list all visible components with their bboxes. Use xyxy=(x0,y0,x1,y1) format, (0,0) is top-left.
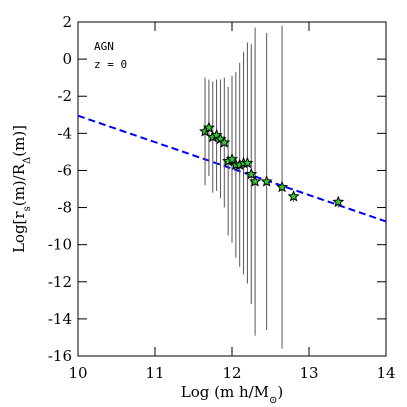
y-tick-label: -14 xyxy=(48,310,72,328)
data-point xyxy=(245,167,258,180)
subscript: Δ xyxy=(22,157,33,164)
y-tick-label: -6 xyxy=(57,161,72,179)
y-tick-label: -16 xyxy=(48,347,72,365)
label-part: (m)] xyxy=(10,125,28,157)
x-tick-label: 13 xyxy=(299,364,318,382)
x-axis-label: Log (m h/M⊙) xyxy=(181,383,284,406)
annotation: AGN xyxy=(94,40,114,53)
data-point xyxy=(287,190,300,202)
label-part: Log[r xyxy=(10,211,28,253)
data-point xyxy=(241,156,254,169)
annotation: z = 0 xyxy=(94,58,127,71)
subscript: ⊙ xyxy=(269,395,277,406)
x-tick-label: 10 xyxy=(68,364,87,382)
y-tick-label: -8 xyxy=(57,199,72,217)
data-point xyxy=(202,121,215,133)
label-part: (m)/R xyxy=(10,163,28,206)
x-tick-label: 14 xyxy=(376,364,395,382)
data-point xyxy=(249,175,262,187)
x-tick-label: 12 xyxy=(222,364,241,382)
y-tick-label: -10 xyxy=(48,236,72,254)
label-part: ) xyxy=(277,383,283,401)
data-point xyxy=(332,195,345,208)
data-point xyxy=(260,175,273,187)
x-tick-label: 11 xyxy=(145,364,164,382)
y-tick-label: 0 xyxy=(62,50,72,68)
data-point xyxy=(226,153,238,165)
y-tick-label: 2 xyxy=(62,13,72,31)
data-point xyxy=(276,180,289,193)
y-tick-label: -4 xyxy=(57,124,72,142)
data-point xyxy=(218,136,231,148)
label-part: Log (m h/M xyxy=(181,383,269,401)
y-tick-label: -2 xyxy=(57,87,72,105)
y-axis-label: Log[rs(m)/RΔ(m)] xyxy=(10,125,33,253)
y-tick-label: -12 xyxy=(48,273,72,291)
subscript: s xyxy=(22,206,33,211)
